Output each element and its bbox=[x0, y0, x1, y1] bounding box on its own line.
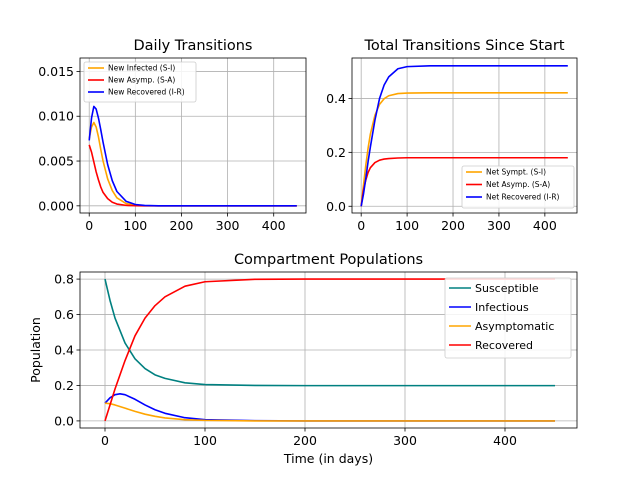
chart-panel-1: 0 100 200 300 400 0.000 0.005 0.010 0.015 Daily T… bbox=[38, 38, 307, 233]
legend-label: Net Asymp. (S-A) bbox=[486, 180, 550, 189]
chart-title: Daily Transitions bbox=[134, 38, 253, 54]
legend-label: Recovered bbox=[475, 339, 533, 352]
x-tick-label: 100 bbox=[123, 218, 147, 233]
chart-panel-2: 0 100 200 300 400 0.0 0.2 0.4 Total Transitions … bbox=[326, 38, 578, 233]
x-tick-label: 400 bbox=[493, 433, 517, 448]
legend: Susceptible Infectious Asymptomatic Recover… bbox=[444, 277, 572, 359]
chart-title: Total Transitions Since Start bbox=[363, 38, 564, 54]
legend-label: New Asymp. (S-A) bbox=[108, 76, 175, 85]
x-tick-label: 400 bbox=[533, 218, 557, 233]
y-tick-label: 0.8 bbox=[54, 272, 74, 287]
x-tick-label: 0 bbox=[101, 433, 109, 448]
x-tick-label: 0 bbox=[85, 218, 93, 233]
legend-box bbox=[444, 277, 572, 359]
axes-frame bbox=[79, 57, 307, 214]
x-tick-label: 200 bbox=[170, 218, 194, 233]
y-tick-label: 0.010 bbox=[38, 109, 74, 124]
y-tick-label: 0.015 bbox=[38, 64, 74, 79]
legend-label: Susceptible bbox=[475, 282, 539, 295]
series-line-1 bbox=[104, 278, 555, 387]
series-line-4 bbox=[104, 278, 555, 422]
x-tick-label: 100 bbox=[193, 433, 217, 448]
x-tick-label: 200 bbox=[293, 433, 317, 448]
legend-label: Infectious bbox=[475, 301, 529, 314]
y-tick-label: 0.0 bbox=[326, 199, 346, 214]
legend-label: Net Sympt. (S-I) bbox=[486, 168, 546, 177]
x-tick-label: 200 bbox=[441, 218, 465, 233]
x-tick-label: 300 bbox=[216, 218, 240, 233]
chart-title: Compartment Populations bbox=[234, 252, 423, 268]
y-tick-label: 0.0 bbox=[54, 413, 74, 428]
axes-frame bbox=[351, 57, 578, 214]
x-tick-label: 100 bbox=[395, 218, 419, 233]
y-tick-label: 0.2 bbox=[326, 145, 346, 160]
legend-label: Net Recovered (I-R) bbox=[486, 193, 560, 202]
legend-label: New Recovered (I-R) bbox=[108, 88, 185, 97]
x-tick-label: 300 bbox=[487, 218, 511, 233]
series-line-3 bbox=[88, 105, 297, 207]
x-axis-label: Time (in days) bbox=[283, 451, 373, 466]
legend-box bbox=[461, 165, 575, 209]
legend-box bbox=[83, 61, 197, 103]
series-line-3 bbox=[104, 402, 555, 422]
y-tick-label: 0.000 bbox=[38, 198, 74, 213]
chart-panel-3: 0 100 200 300 400 0.0 0.2 0.4 0.6 0.8 Compartment … bbox=[28, 252, 578, 466]
series-line-3 bbox=[360, 65, 568, 207]
y-tick-label: 0.005 bbox=[38, 154, 74, 169]
y-tick-label: 0.6 bbox=[54, 307, 74, 322]
series-line-1 bbox=[360, 91, 568, 207]
legend-label: New Infected (S-I) bbox=[108, 64, 175, 73]
legend: New Infected (S-I) New Asymp. (S-A) New Re… bbox=[83, 61, 197, 103]
legend: Net Sympt. (S-I) Net Asymp. (S-A) Net Reco… bbox=[461, 165, 575, 209]
y-tick-label: 0.4 bbox=[326, 91, 346, 106]
legend-label: Asymptomatic bbox=[475, 320, 554, 333]
y-axis-label: Population bbox=[28, 317, 43, 383]
x-tick-label: 0 bbox=[357, 218, 365, 233]
y-tick-label: 0.2 bbox=[54, 378, 74, 393]
x-tick-label: 400 bbox=[262, 218, 286, 233]
y-tick-label: 0.4 bbox=[54, 343, 74, 358]
x-tick-label: 300 bbox=[393, 433, 417, 448]
